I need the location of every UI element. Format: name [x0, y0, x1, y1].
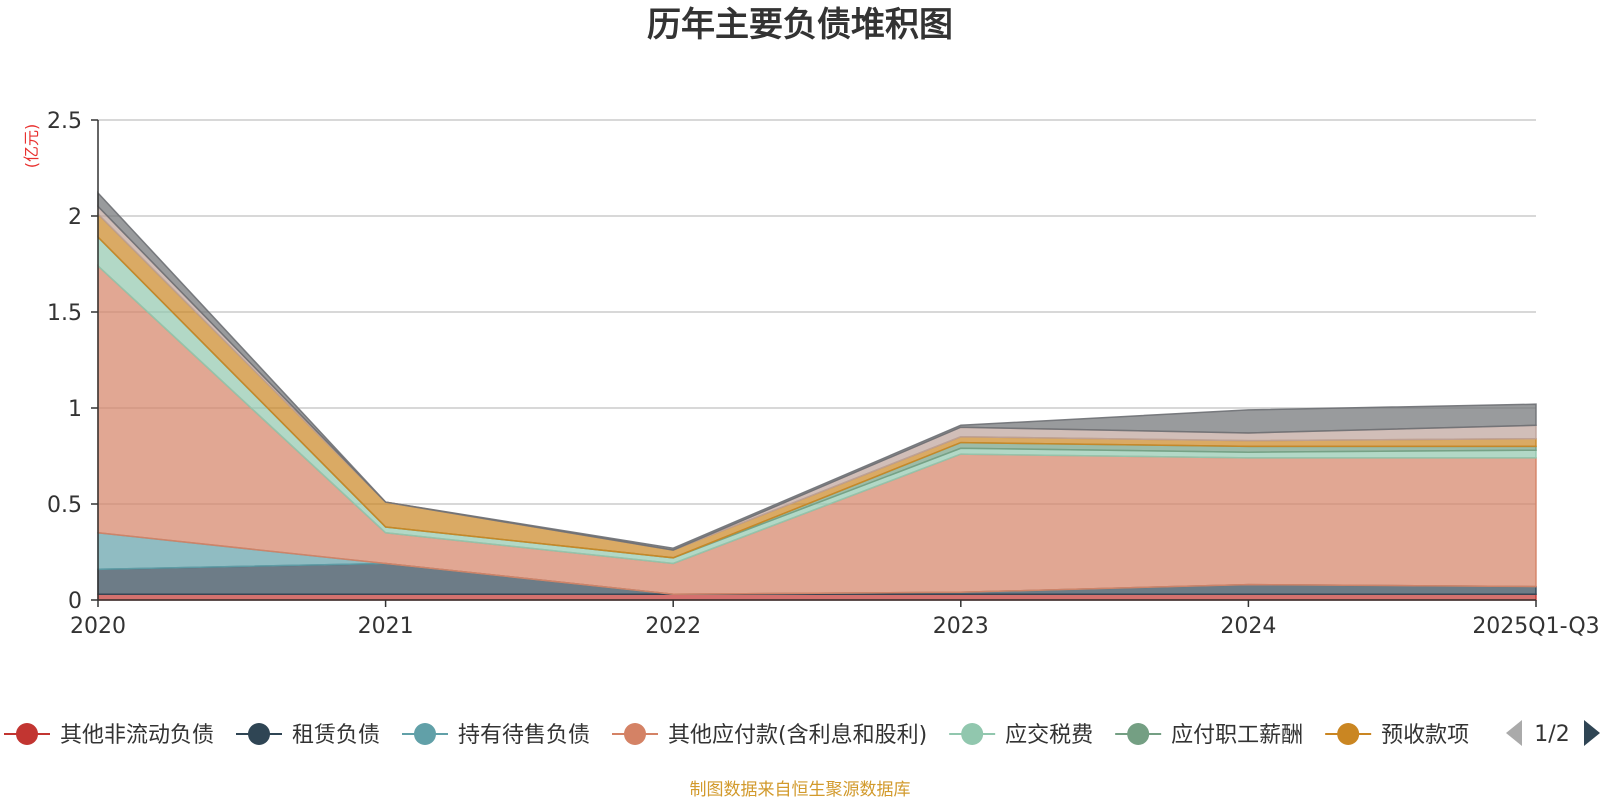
- y-axis-ticks: 0 0.5 1 1.5 2 2.5: [47, 109, 98, 614]
- x-tick-label: 2020: [70, 614, 126, 639]
- y-tick-label: 2: [68, 205, 82, 230]
- legend-label: 应交税费: [1005, 723, 1093, 748]
- legend-pager: 1/2: [1506, 720, 1600, 747]
- legend-circle-marker: [16, 723, 38, 745]
- legend-item[interactable]: 应付职工薪酬: [1115, 723, 1303, 748]
- area-series: [97, 191, 1537, 601]
- y-tick-label: 0: [68, 589, 82, 614]
- series-area[interactable]: [97, 593, 1537, 601]
- y-tick-label: 2.5: [47, 109, 82, 134]
- legend-label: 租赁负债: [292, 723, 380, 748]
- x-tick-label: 2024: [1220, 614, 1276, 639]
- y-tick-label: 0.5: [47, 493, 82, 518]
- legend-circle-marker: [624, 723, 647, 745]
- legend-page-indicator: 1/2: [1534, 722, 1569, 747]
- legend-prev-icon[interactable]: [1506, 720, 1522, 746]
- legend-label: 其他非流动负债: [60, 723, 214, 748]
- legend-circle-marker: [414, 723, 437, 745]
- legend-item[interactable]: 预收款项: [1325, 723, 1469, 748]
- x-tick-label: 2021: [358, 614, 414, 639]
- axes: [97, 120, 1536, 601]
- x-tick-label: 2025Q1-Q3: [1472, 614, 1599, 639]
- series-area[interactable]: [97, 191, 1537, 551]
- legend-label: 应付职工薪酬: [1171, 723, 1303, 748]
- legend-circle-marker: [961, 723, 984, 745]
- x-tick-label: 2022: [645, 614, 701, 639]
- chart-title: 历年主要负债堆积图: [647, 5, 953, 45]
- legend-label: 预收款项: [1381, 723, 1469, 748]
- legend-circle-marker: [1337, 723, 1360, 745]
- legend-item[interactable]: 持有待售负债: [402, 723, 590, 748]
- legend: 其他非流动负债 租赁负债 持有待售负债 其他应付款(含利息和股利) 应交税费 应付职工薪酬…: [4, 723, 1469, 748]
- legend-label: 其他应付款(含利息和股利): [668, 723, 927, 748]
- legend-next-icon[interactable]: [1584, 720, 1600, 746]
- y-tick-label: 1.5: [47, 301, 82, 326]
- y-axis-unit: (亿元): [22, 124, 41, 169]
- x-axis-ticks: 2020 2021 2022 2023 2024 2025Q1-Q3: [70, 600, 1600, 639]
- y-tick-label: 1: [68, 397, 82, 422]
- legend-circle-marker: [248, 723, 271, 745]
- legend-item[interactable]: 应交税费: [949, 723, 1093, 748]
- legend-label: 持有待售负债: [458, 723, 590, 748]
- legend-item[interactable]: 其他非流动负债: [4, 723, 214, 748]
- x-tick-label: 2023: [933, 614, 989, 639]
- legend-item[interactable]: 其他应付款(含利息和股利): [612, 723, 927, 748]
- source-note: 制图数据来自恒生聚源数据库: [690, 780, 911, 800]
- legend-item[interactable]: 租赁负债: [236, 723, 380, 748]
- legend-circle-marker: [1127, 723, 1150, 745]
